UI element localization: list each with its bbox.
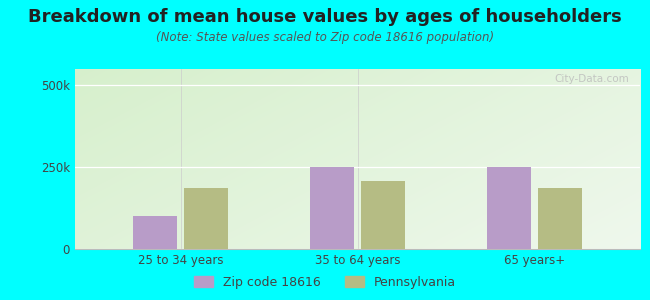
Text: (Note: State values scaled to Zip code 18616 population): (Note: State values scaled to Zip code 1… xyxy=(156,32,494,44)
Bar xyxy=(133,216,177,249)
Bar xyxy=(185,188,229,249)
Bar xyxy=(486,167,530,249)
Bar xyxy=(310,167,354,249)
Text: City-Data.com: City-Data.com xyxy=(554,74,629,84)
Bar xyxy=(538,188,582,249)
Legend: Zip code 18616, Pennsylvania: Zip code 18616, Pennsylvania xyxy=(188,271,462,294)
Text: Breakdown of mean house values by ages of householders: Breakdown of mean house values by ages o… xyxy=(28,8,622,26)
Bar xyxy=(361,181,405,249)
